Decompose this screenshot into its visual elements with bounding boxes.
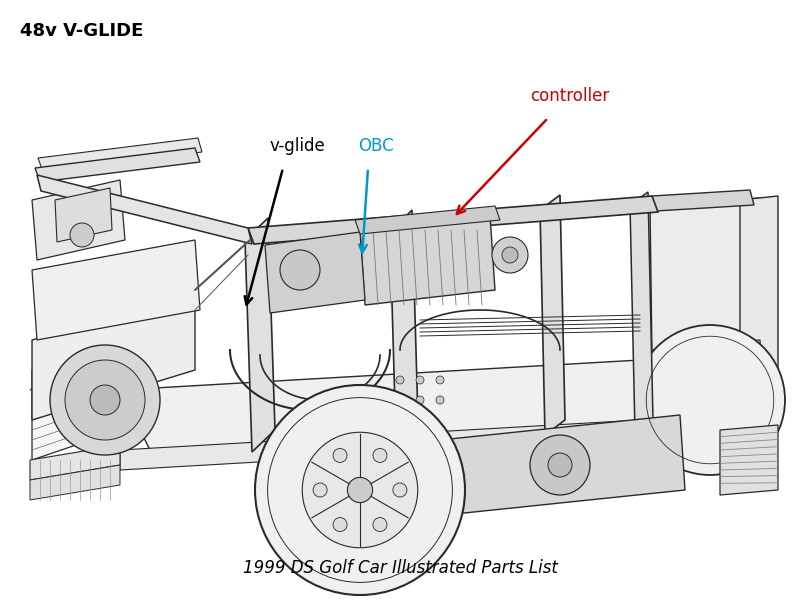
Circle shape bbox=[396, 396, 404, 404]
Circle shape bbox=[90, 385, 120, 415]
Polygon shape bbox=[650, 340, 762, 430]
Circle shape bbox=[280, 250, 320, 290]
Polygon shape bbox=[120, 420, 640, 470]
Polygon shape bbox=[540, 195, 565, 435]
Polygon shape bbox=[630, 192, 653, 433]
Circle shape bbox=[530, 435, 590, 495]
Circle shape bbox=[436, 396, 444, 404]
Polygon shape bbox=[55, 188, 112, 242]
Text: v-glide: v-glide bbox=[270, 137, 326, 155]
Circle shape bbox=[65, 360, 145, 440]
Polygon shape bbox=[440, 415, 685, 515]
Polygon shape bbox=[390, 210, 418, 442]
Circle shape bbox=[373, 518, 387, 532]
Text: OBC: OBC bbox=[358, 137, 394, 155]
Polygon shape bbox=[32, 340, 120, 460]
Circle shape bbox=[492, 237, 528, 273]
Circle shape bbox=[393, 483, 407, 497]
Polygon shape bbox=[740, 196, 778, 434]
Polygon shape bbox=[720, 425, 778, 495]
Circle shape bbox=[255, 385, 465, 595]
Circle shape bbox=[302, 432, 418, 548]
Polygon shape bbox=[32, 290, 195, 420]
Polygon shape bbox=[265, 232, 365, 313]
Polygon shape bbox=[30, 445, 120, 480]
Circle shape bbox=[347, 478, 373, 503]
Circle shape bbox=[70, 223, 94, 247]
Text: controller: controller bbox=[530, 87, 610, 105]
Polygon shape bbox=[245, 218, 275, 452]
Polygon shape bbox=[37, 175, 252, 244]
Polygon shape bbox=[32, 180, 125, 260]
Polygon shape bbox=[30, 465, 120, 500]
Circle shape bbox=[313, 483, 327, 497]
Polygon shape bbox=[360, 215, 495, 305]
Polygon shape bbox=[38, 138, 202, 172]
Polygon shape bbox=[35, 148, 200, 182]
Polygon shape bbox=[650, 198, 762, 357]
Polygon shape bbox=[248, 196, 658, 244]
Circle shape bbox=[416, 396, 424, 404]
Text: 48v V-GLIDE: 48v V-GLIDE bbox=[20, 22, 143, 40]
Circle shape bbox=[50, 345, 160, 455]
Circle shape bbox=[502, 247, 518, 263]
Circle shape bbox=[333, 518, 347, 532]
Circle shape bbox=[635, 325, 785, 475]
Polygon shape bbox=[652, 190, 754, 211]
Circle shape bbox=[548, 453, 572, 477]
Text: 1999 DS Golf Car Illustrated Parts List: 1999 DS Golf Car Illustrated Parts List bbox=[242, 559, 558, 577]
Circle shape bbox=[436, 376, 444, 384]
Circle shape bbox=[396, 376, 404, 384]
Circle shape bbox=[416, 376, 424, 384]
Polygon shape bbox=[32, 240, 200, 340]
Circle shape bbox=[373, 448, 387, 463]
Polygon shape bbox=[355, 206, 500, 234]
Polygon shape bbox=[120, 360, 670, 450]
Circle shape bbox=[333, 448, 347, 463]
